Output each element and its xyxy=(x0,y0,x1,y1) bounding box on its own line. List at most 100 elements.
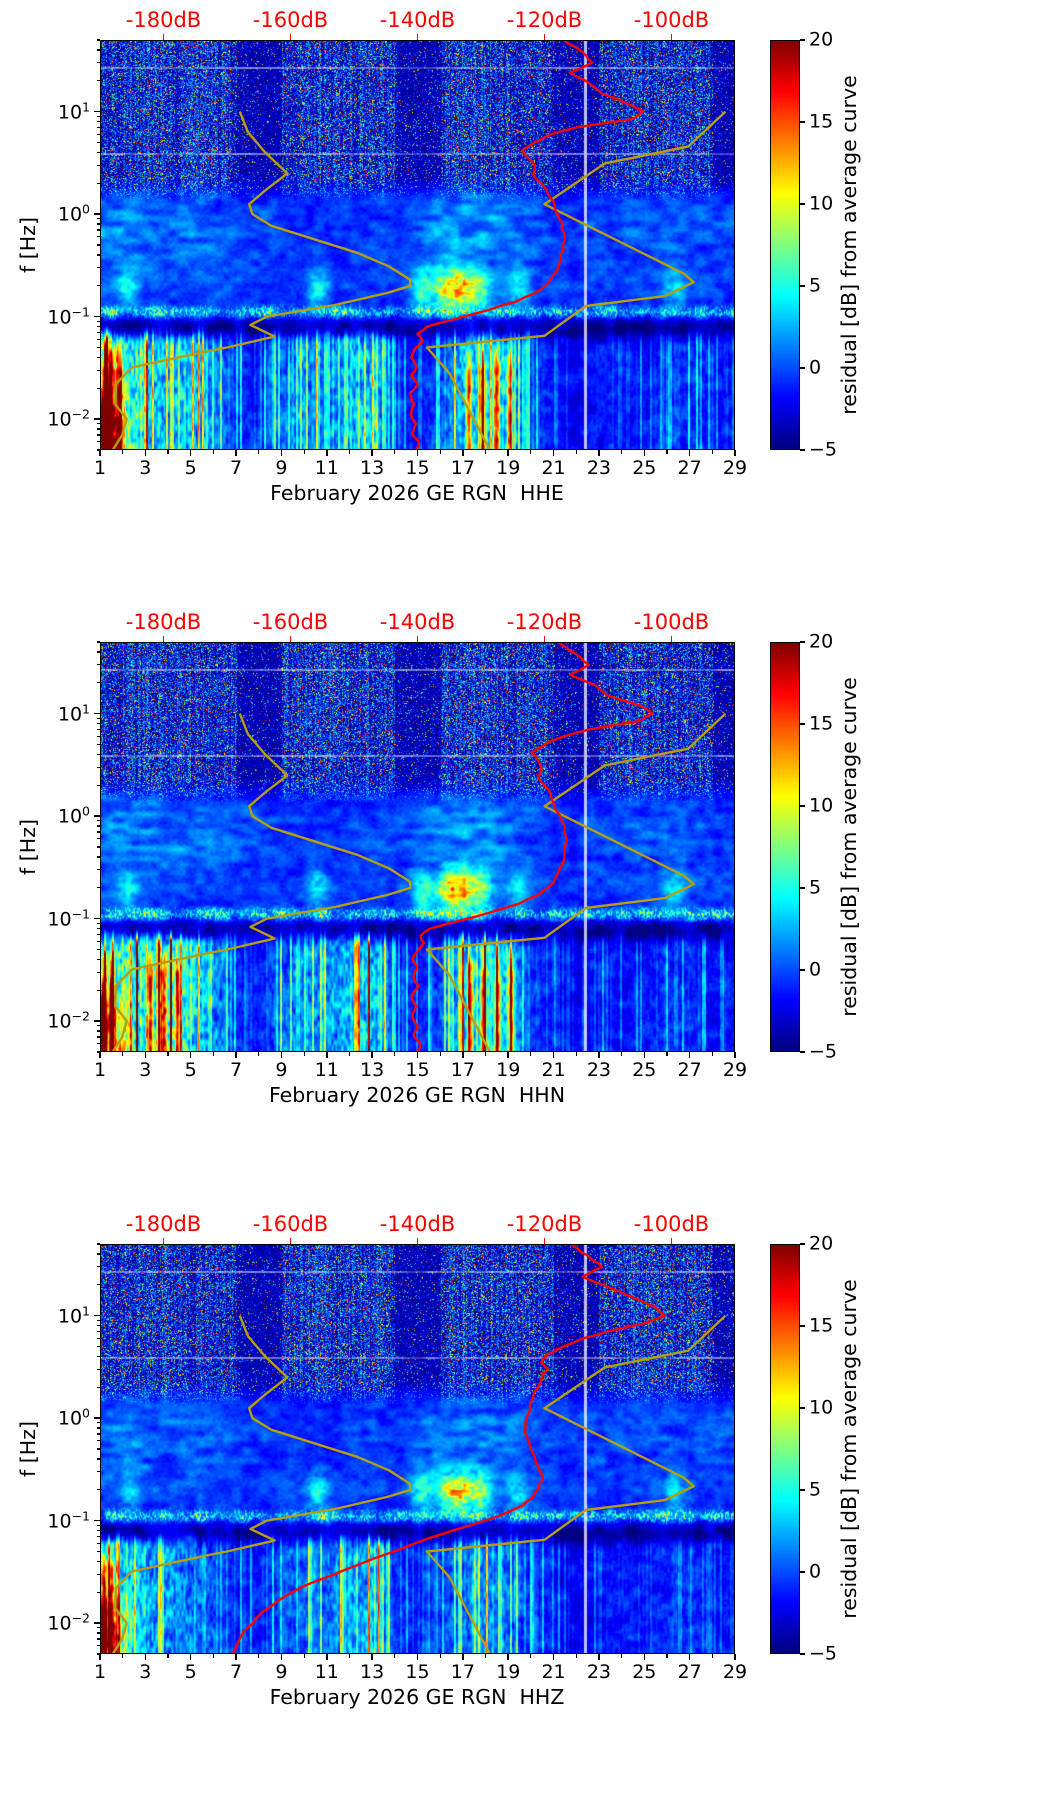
colorbar-tick xyxy=(800,121,805,123)
x-minor-tick xyxy=(212,1654,214,1658)
x-minor-tick xyxy=(122,1654,124,1658)
top-axis-tick xyxy=(416,1238,419,1244)
x-tick xyxy=(462,1052,464,1058)
y-minor-tick xyxy=(96,922,100,924)
y-minor-tick xyxy=(96,1025,100,1027)
x-tick-label: 1 xyxy=(93,1059,107,1081)
top-axis-db-label: -160dB xyxy=(252,1212,329,1236)
top-axis-tick xyxy=(162,34,165,40)
colorbar-border xyxy=(770,40,800,450)
y-tick-label: 10−2 xyxy=(47,406,90,431)
y-minor-tick xyxy=(96,958,100,961)
colorbar-tick-label: 20 xyxy=(809,28,834,51)
x-tick xyxy=(371,1654,373,1660)
x-tick-label: 7 xyxy=(230,1661,243,1683)
colorbar-tick xyxy=(800,1407,805,1409)
top-axis-tick xyxy=(162,636,165,642)
y-minor-tick xyxy=(96,1638,100,1640)
colorbar xyxy=(770,642,800,1052)
x-minor-tick xyxy=(212,1052,214,1056)
x-tick-label: 7 xyxy=(230,1059,243,1081)
x-tick-label: 27 xyxy=(677,1059,702,1081)
x-tick-label: 1 xyxy=(93,1661,107,1683)
y-tick xyxy=(94,1417,100,1419)
x-tick xyxy=(598,1654,600,1660)
colorbar xyxy=(770,40,800,450)
x-minor-tick xyxy=(122,1052,124,1056)
colorbar-tick-label: 20 xyxy=(809,630,834,653)
y-tick xyxy=(94,1020,100,1022)
x-minor-tick xyxy=(348,1654,351,1658)
y-minor-tick xyxy=(96,927,100,930)
x-tick xyxy=(598,1052,600,1058)
y-tick xyxy=(94,815,100,817)
x-minor-tick xyxy=(439,450,441,454)
colorbar-tick-label: 10 xyxy=(809,192,834,215)
y-minor-tick xyxy=(96,182,100,184)
y-minor-tick xyxy=(96,356,100,359)
colorbar-tick-label: −5 xyxy=(809,1642,838,1665)
y-minor-tick xyxy=(96,1573,100,1575)
y-tick-label: 100 xyxy=(57,803,90,828)
y-minor-tick xyxy=(96,1337,100,1339)
x-tick-label: 13 xyxy=(360,1661,385,1683)
y-tick xyxy=(94,917,100,920)
y-minor-tick xyxy=(96,933,100,936)
y-minor-tick xyxy=(96,49,100,51)
colorbar xyxy=(770,1244,800,1654)
plot-area xyxy=(100,1244,735,1654)
y-minor-tick xyxy=(96,1036,100,1038)
colorbar-tick-label: 5 xyxy=(809,274,822,297)
y-minor-tick xyxy=(96,1560,100,1563)
colorbar-tick xyxy=(800,723,805,725)
x-tick-label: 11 xyxy=(314,457,339,479)
y-minor-tick xyxy=(96,1591,100,1593)
median-psd-curve xyxy=(410,642,654,1052)
y-tick xyxy=(94,1519,100,1522)
colorbar-tick xyxy=(800,449,805,451)
y-minor-tick xyxy=(96,820,100,822)
x-tick xyxy=(462,1654,464,1660)
y-tick xyxy=(94,110,100,113)
y-minor-tick xyxy=(96,1345,100,1348)
y-tick-label: 10−2 xyxy=(47,1610,90,1635)
x-tick xyxy=(326,1052,328,1058)
spectrogram-heatmap-canvas xyxy=(100,1244,735,1654)
plot-area xyxy=(100,642,735,1052)
x-minor-tick xyxy=(394,1052,396,1056)
y-axis-label: f [Hz] xyxy=(16,1421,40,1477)
top-axis-tick xyxy=(289,636,292,642)
x-tick-label: 17 xyxy=(450,457,475,479)
x-minor-tick xyxy=(711,450,713,454)
top-axis-db-label: -100dB xyxy=(633,8,710,32)
top-axis-db-label: -120dB xyxy=(506,610,583,634)
psd-curves-overlay xyxy=(111,40,727,450)
x-tick xyxy=(552,450,555,456)
colorbar-tick-label: 15 xyxy=(809,110,834,133)
y-minor-tick xyxy=(96,743,100,746)
x-tick xyxy=(189,450,192,456)
top-axis-tick xyxy=(670,636,673,642)
x-tick xyxy=(598,450,600,456)
x-minor-tick xyxy=(484,450,487,454)
top-axis-db-label: -140dB xyxy=(379,8,456,32)
y-minor-tick xyxy=(96,1627,100,1629)
x-tick-label: 5 xyxy=(184,1661,197,1683)
y-minor-tick xyxy=(96,1043,100,1045)
top-axis-tick xyxy=(289,1238,292,1244)
x-tick xyxy=(280,1052,283,1058)
x-tick xyxy=(552,1052,555,1058)
x-axis-label: February 2026 GE RGN HHE xyxy=(270,481,564,505)
y-minor-tick xyxy=(96,223,100,225)
y-minor-tick xyxy=(96,887,100,889)
x-tick xyxy=(734,450,736,456)
x-tick-label: 5 xyxy=(184,457,197,479)
x-tick-label: 9 xyxy=(275,1059,288,1081)
x-tick-label: 19 xyxy=(496,457,521,479)
y-minor-tick xyxy=(96,831,100,833)
colorbar-tick xyxy=(800,887,805,889)
x-tick-label: 15 xyxy=(405,457,430,479)
y-minor-tick xyxy=(96,423,100,425)
y-minor-tick xyxy=(96,428,100,430)
